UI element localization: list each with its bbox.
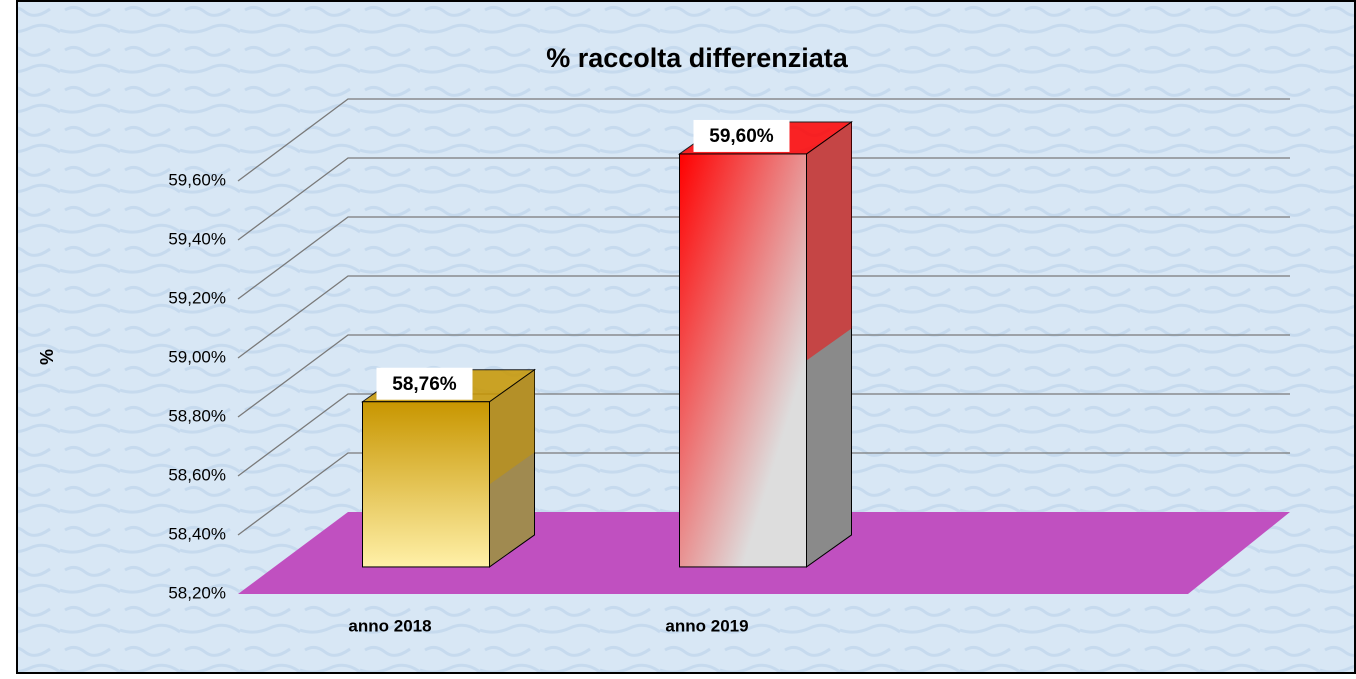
y-axis-label: %	[37, 349, 57, 365]
y-tick-label: 59,60%	[168, 170, 226, 189]
grid-line	[237, 157, 1290, 241]
y-tick-label: 59,40%	[168, 229, 226, 248]
grid-line	[237, 275, 1290, 359]
grid-line	[237, 393, 1290, 477]
y-tick-label: 58,40%	[168, 524, 226, 543]
x-tick-label: anno 2018	[348, 616, 431, 635]
y-tick-label: 59,20%	[168, 288, 226, 307]
x-tick-label: anno 2019	[665, 616, 748, 635]
y-tick-label: 59,00%	[168, 347, 226, 366]
grid-line	[237, 452, 1290, 536]
data-label: 58,76%	[392, 374, 457, 395]
bar-side-shade	[806, 121, 852, 361]
chart-title: % raccolta differenziata	[546, 43, 849, 73]
data-label-box	[376, 367, 473, 400]
bar	[677, 120, 854, 568]
bar-side-shade	[489, 369, 535, 485]
bar-front	[679, 153, 807, 568]
y-tick-label: 58,80%	[168, 406, 226, 425]
y-tick-label: 58,60%	[168, 465, 226, 484]
data-label: 59,60%	[709, 126, 774, 147]
bar	[360, 368, 537, 568]
grid-line	[237, 334, 1290, 418]
grid-line	[237, 98, 1290, 182]
grid-line	[237, 216, 1290, 300]
data-label-box	[693, 119, 790, 152]
bar-front	[362, 401, 490, 568]
y-tick-label: 58,20%	[168, 583, 226, 602]
